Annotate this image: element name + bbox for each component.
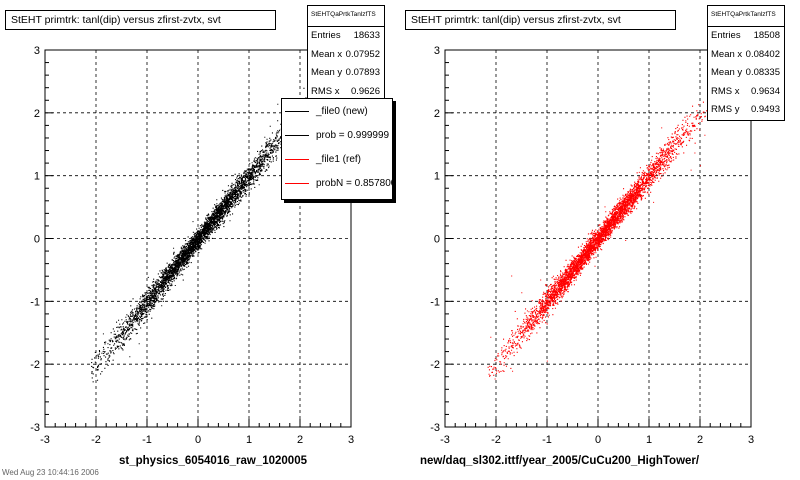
x-tick-label: -1 (142, 434, 152, 446)
legend-entry: _file1 (ref) (282, 147, 392, 171)
x-tick-label: -2 (491, 434, 501, 446)
y-tick-label: -2 (30, 359, 40, 371)
stats-value: 0.08335 (745, 67, 780, 78)
stats-label: Entries (311, 30, 341, 41)
x-tick-label: -3 (40, 434, 50, 446)
legend-line-swatch (285, 182, 309, 184)
x-axis-label: st_physics_6054016_raw_1020005 (119, 455, 307, 467)
x-tick-label: 3 (748, 434, 754, 446)
stats-label: Entries (711, 30, 741, 41)
plot-title: StEHT primtrk: tanl(dip) versus zfirst-z… (405, 10, 676, 30)
scatter-points (487, 90, 711, 380)
stats-box: StEHTQaPrtkTanlzfTS Entries 18633 Mean x 0.… (307, 5, 385, 102)
legend-label: prob = 0.999999 (316, 129, 390, 141)
legend-label: _file1 (ref) (316, 153, 362, 165)
stats-value: 0.9626 (350, 85, 380, 97)
legend-entry: prob = 0.999999 (282, 123, 392, 147)
x-tick-label: 0 (195, 434, 201, 446)
x-tick-label: -2 (91, 434, 101, 446)
stats-row: Mean y 0.08335 (708, 64, 784, 83)
plot-title: StEHT primtrk: tanl(dip) versus zfirst-z… (5, 10, 276, 30)
stats-label: RMS y (711, 104, 740, 115)
stats-value: 18508 (753, 30, 780, 41)
y-tick-label: -3 (30, 422, 40, 434)
footer-timestamp: Wed Aug 23 10:44:16 2006 (2, 468, 99, 477)
x-tick-label: 1 (646, 434, 652, 446)
y-tick-label: 2 (434, 108, 440, 120)
x-tick-label: 3 (348, 434, 354, 446)
legend-entry: probN = 0.857800 (282, 171, 392, 195)
stats-value: 0.08402 (745, 48, 780, 60)
stats-row: Mean y 0.07893 (308, 64, 384, 83)
x-tick-label: 1 (246, 434, 252, 446)
y-tick-label: 3 (434, 45, 440, 57)
stats-value: 0.07952 (345, 48, 380, 60)
legend-line-swatch (285, 110, 309, 112)
stats-name: StEHTQaPrtkTanlzfTS (308, 6, 384, 27)
x-tick-label: 2 (697, 434, 703, 446)
y-tick-label: 2 (34, 108, 40, 120)
legend: _file0 (new) prob = 0.999999 _file1 (ref) p… (281, 98, 393, 200)
axes: -3 -2 -1 0 1 2 3 -3 -2 -1 0 1 2 3 (430, 45, 754, 446)
y-tick-label: 0 (34, 234, 40, 246)
stats-label: RMS x (711, 85, 740, 97)
stats-row: RMS x 0.9634 (708, 83, 784, 102)
legend-label: probN = 0.857800 (316, 177, 392, 189)
stats-name: StEHTQaPrtkTanlzfTS (708, 6, 784, 27)
x-tick-label: -1 (542, 434, 552, 446)
y-tick-label: 3 (34, 45, 40, 57)
stats-row: Entries 18508 (708, 27, 784, 46)
legend-entry: _file0 (new) (282, 99, 392, 123)
legend-line-swatch (285, 134, 309, 136)
x-tick-label: -3 (440, 434, 450, 446)
y-tick-label: -1 (30, 296, 40, 308)
scatter-points (91, 87, 311, 383)
x-axis-label: new/daq_sl302.ittf/year_2005/CuCu200_Hig… (420, 455, 700, 467)
stats-label: Mean x (711, 48, 743, 60)
stats-label: RMS x (311, 85, 340, 97)
x-tick-label: 2 (297, 434, 303, 446)
y-tick-label: -1 (430, 296, 440, 308)
stats-row: Mean x 0.07952 (308, 46, 384, 65)
y-tick-label: -2 (430, 359, 440, 371)
stats-label: Mean y (311, 67, 343, 78)
stats-value: 0.9634 (750, 85, 780, 97)
scatter-plot-right: -3 -2 -1 0 1 2 3 -3 -2 -1 0 1 2 3 (430, 45, 754, 446)
scatter-point-cloud (91, 87, 311, 383)
legend-line-swatch (285, 158, 309, 160)
scatter-point-cloud (487, 90, 711, 380)
stats-label: Mean x (311, 48, 343, 60)
y-tick-label: 1 (34, 171, 40, 183)
stats-label: Mean y (711, 67, 743, 78)
right-plot-pane: -3 -2 -1 0 1 2 3 -3 -2 -1 0 1 2 3 StEHT primtrk: tanl… (400, 0, 800, 480)
left-plot-pane: -3 -2 -1 0 1 2 3 -3 -2 -1 0 1 2 3 StEHT primtrk: tanl… (5, 5, 393, 467)
stats-box: StEHTQaPrtkTanlzfTS Entries 18508 Mean x 0.… (707, 5, 785, 121)
y-tick-label: 0 (434, 234, 440, 246)
grid (445, 50, 751, 427)
axes: -3 -2 -1 0 1 2 3 -3 -2 -1 0 1 2 3 (30, 45, 354, 446)
legend-label: _file0 (new) (316, 105, 368, 117)
y-tick-label: 1 (434, 171, 440, 183)
stats-row: RMS x 0.9626 (308, 83, 384, 102)
grid (45, 50, 351, 427)
stats-row: Mean x 0.08402 (708, 46, 784, 65)
x-tick-label: 0 (595, 434, 601, 446)
y-tick-label: -3 (430, 422, 440, 434)
stats-value: 18633 (353, 30, 380, 41)
stats-value: 0.07893 (345, 67, 380, 78)
stats-row: RMS y 0.9493 (708, 101, 784, 120)
stats-value: 0.9493 (750, 104, 780, 115)
stats-row: Entries 18633 (308, 27, 384, 46)
